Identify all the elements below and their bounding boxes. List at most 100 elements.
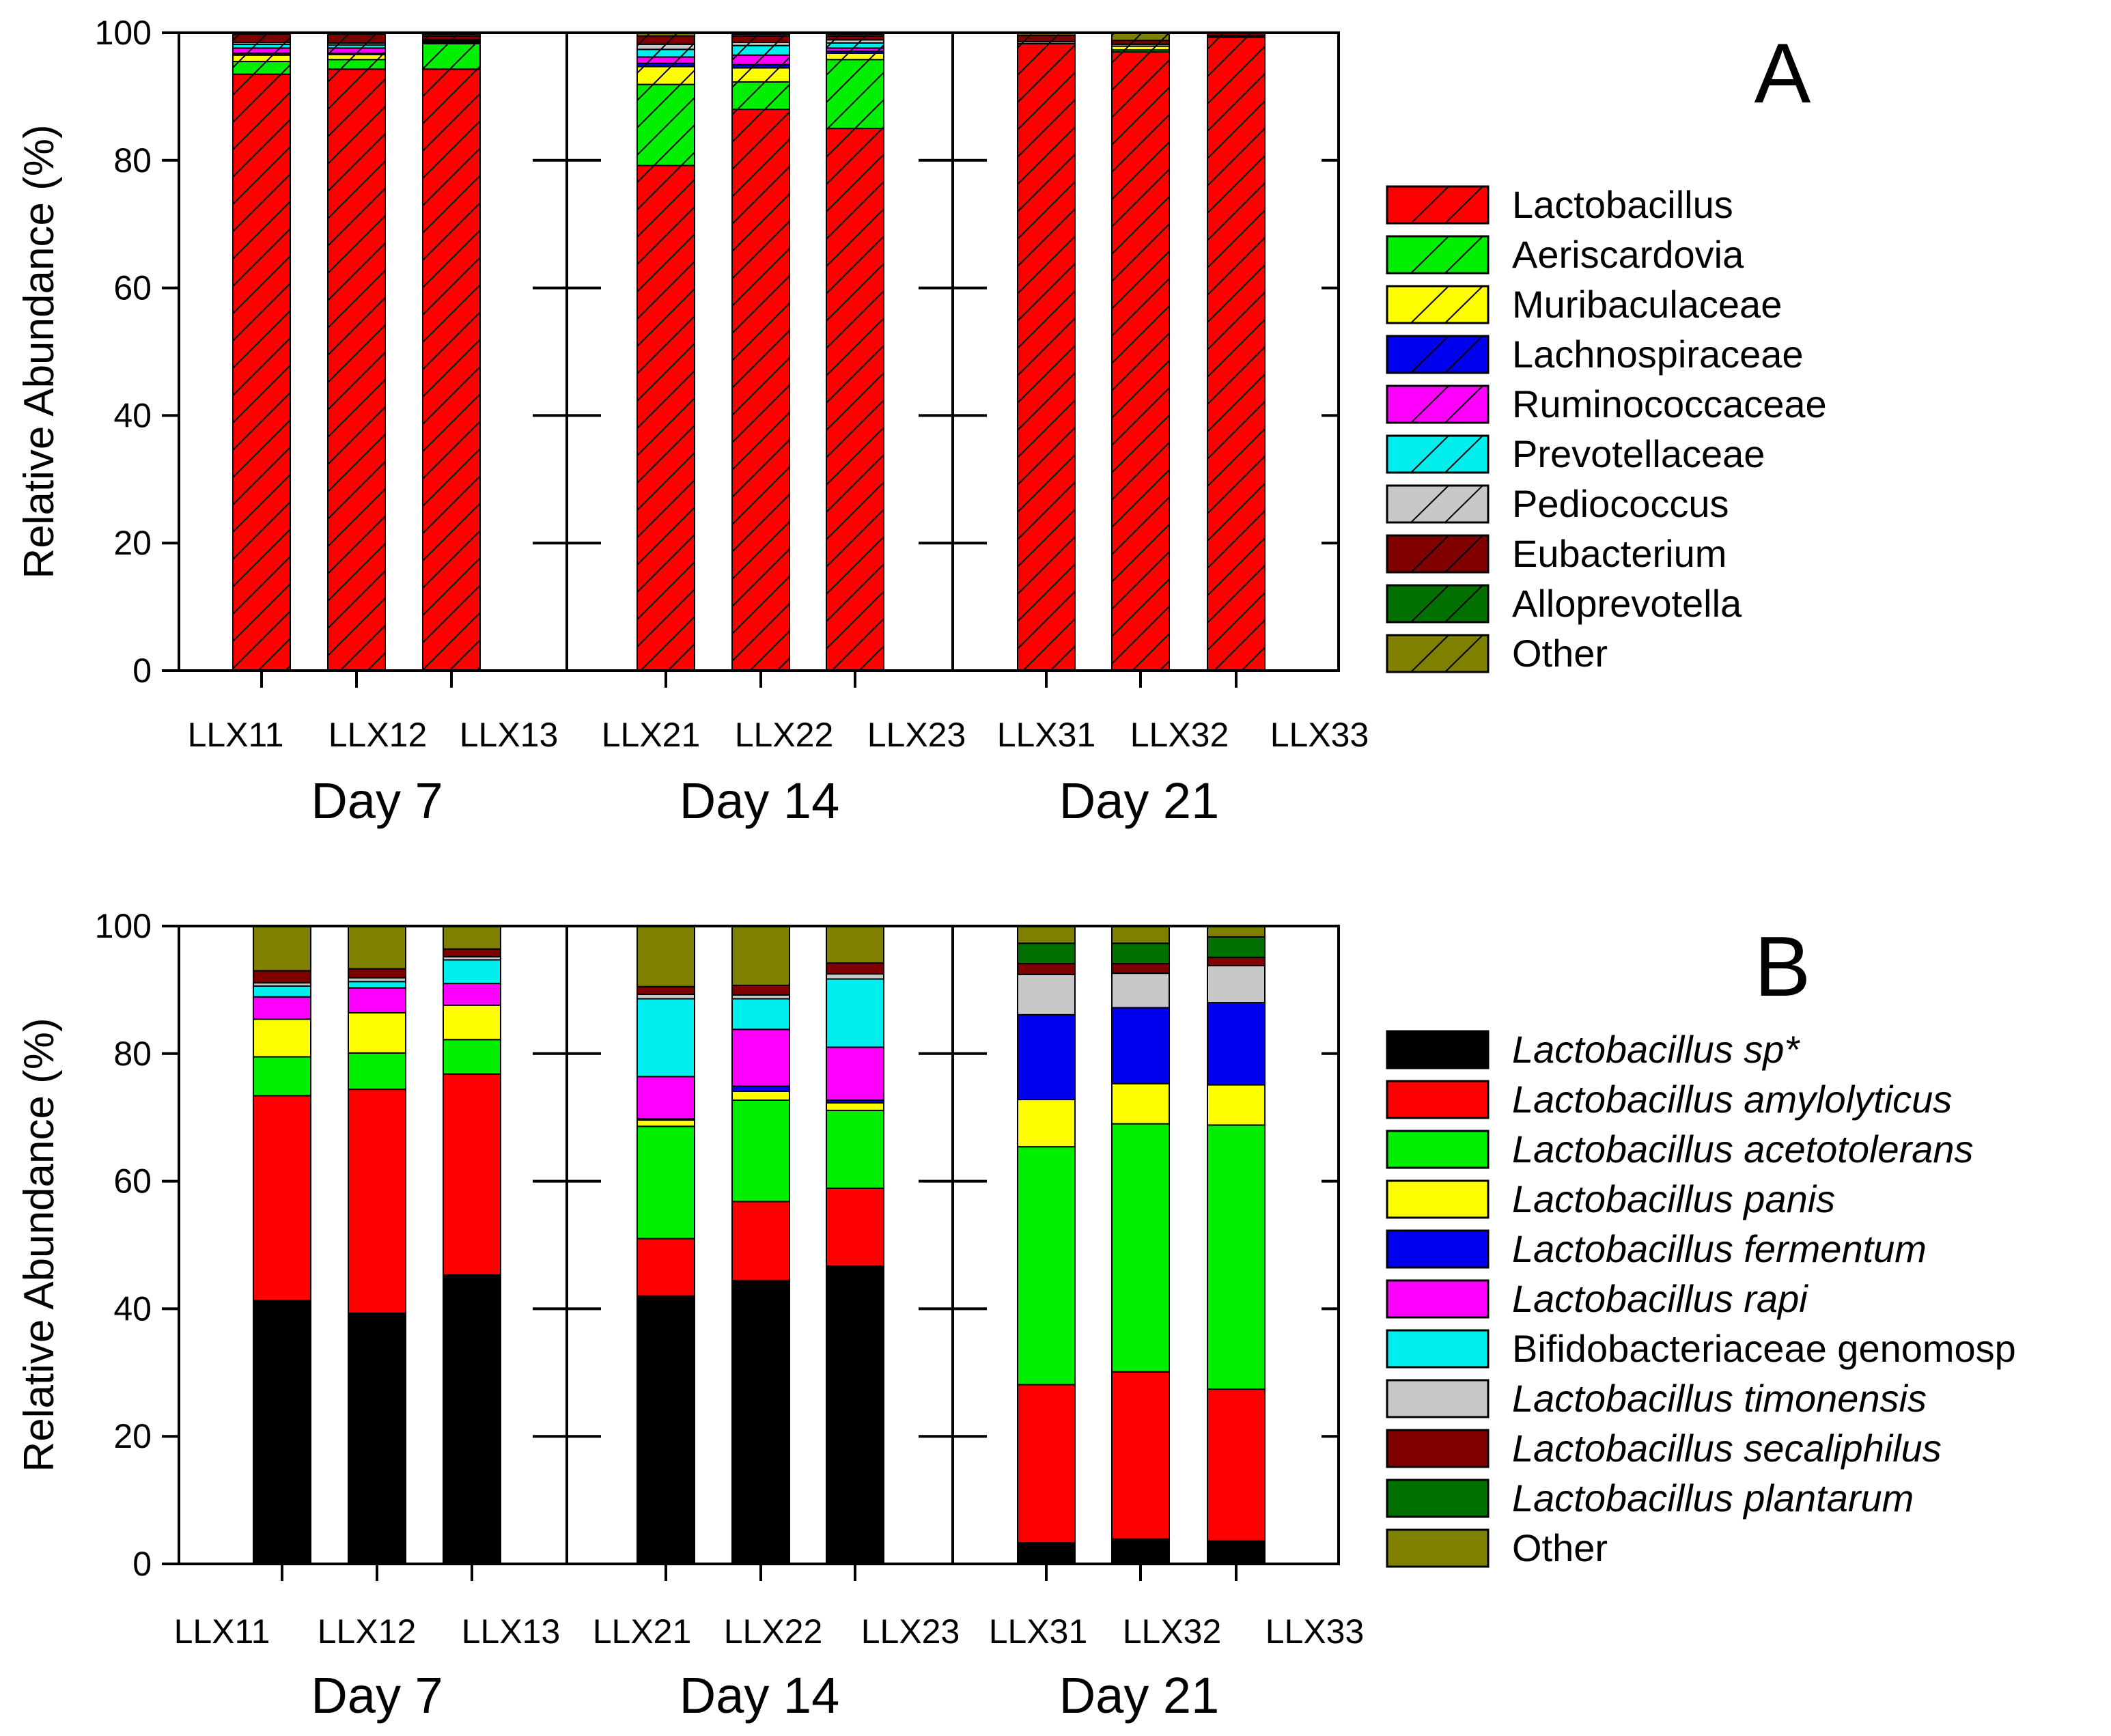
panel-a: 0 20 40 60 80 100 Relative Abundance (%) LLX11 L… bbox=[16, 14, 1827, 829]
bar-segment-hatch bbox=[637, 84, 695, 166]
bar-segment-hatch bbox=[233, 44, 290, 48]
bar-segment bbox=[443, 959, 501, 985]
legend-swatch bbox=[1386, 484, 1490, 524]
bar-segment-hatch bbox=[423, 43, 480, 70]
bar-segment-hatch bbox=[423, 33, 480, 36]
sample-label: LLX22 bbox=[735, 716, 834, 754]
bar-segment bbox=[731, 984, 790, 996]
bar-segment bbox=[1017, 1099, 1076, 1148]
bar-segment bbox=[443, 925, 501, 950]
bar-segment bbox=[348, 968, 406, 979]
sample-label: LLX31 bbox=[997, 716, 1096, 754]
panel-letter: B bbox=[1754, 920, 1811, 1014]
bar-segment-hatch bbox=[637, 49, 695, 57]
legend-swatch-hatch bbox=[1410, 186, 1449, 224]
bar-segment bbox=[348, 925, 406, 970]
bar-segment-hatch bbox=[328, 44, 385, 48]
bar-segment-hatch bbox=[233, 74, 290, 671]
sample-label: LLX31 bbox=[989, 1612, 1088, 1651]
sample-label: LLX12 bbox=[318, 1612, 417, 1651]
group-label: Day 14 bbox=[680, 772, 839, 829]
legend-label: Lactobacillus secaliphilus bbox=[1512, 1427, 1942, 1470]
bar-segment-hatch bbox=[826, 59, 884, 129]
bar-segment bbox=[1111, 1007, 1170, 1084]
legend-label: Lactobacillus bbox=[1512, 183, 1733, 226]
legend-swatch-hatch bbox=[1444, 634, 1483, 673]
bar-segment bbox=[1207, 964, 1266, 1004]
legend-swatch-hatch bbox=[1444, 186, 1483, 224]
y-tick-label: 100 bbox=[95, 907, 152, 945]
bar-segment bbox=[1017, 1384, 1076, 1544]
bar-segment bbox=[1017, 1542, 1076, 1565]
legend-swatch bbox=[1386, 1479, 1490, 1518]
legend-label: Lactobacillus amylolyticus bbox=[1512, 1078, 1952, 1121]
bar-segment bbox=[826, 962, 884, 975]
legend-label: Bifidobacteriaceae genomosp bbox=[1512, 1327, 2016, 1370]
bar-segment bbox=[443, 1004, 501, 1041]
sample-label: LLX11 bbox=[174, 1612, 270, 1651]
bar-segment bbox=[443, 1274, 501, 1565]
bar-segment bbox=[826, 1102, 884, 1111]
bar-segment-hatch bbox=[233, 61, 290, 74]
bar-segment bbox=[1207, 936, 1266, 958]
bar-segment bbox=[1207, 1002, 1266, 1086]
bar-segment-hatch bbox=[328, 42, 385, 45]
bar-segment bbox=[1111, 1538, 1170, 1565]
legend-swatch bbox=[1386, 1130, 1490, 1169]
bar-segment bbox=[731, 1099, 790, 1203]
bar-segment-hatch bbox=[423, 69, 480, 671]
legend-label: Muribaculaceae bbox=[1512, 283, 1782, 326]
legend-swatch-hatch bbox=[1410, 285, 1449, 324]
bar-segment-hatch bbox=[826, 128, 884, 671]
legend-label: Alloprevotella bbox=[1512, 582, 1742, 625]
plot-frame bbox=[178, 925, 1340, 1565]
legend-label: Lachnospiraceae bbox=[1512, 333, 1804, 376]
legend-label: Eubacterium bbox=[1512, 532, 1726, 575]
bar-segment bbox=[443, 1039, 501, 1075]
y-tick-label: 0 bbox=[132, 652, 152, 690]
bar-segment-hatch bbox=[826, 42, 884, 48]
bar-segment bbox=[348, 1052, 406, 1091]
sample-label: LLX23 bbox=[867, 716, 966, 754]
bar-segment bbox=[1207, 956, 1266, 966]
bar-segment bbox=[1111, 1123, 1170, 1373]
bar-segment bbox=[826, 925, 884, 964]
bar-segment-hatch bbox=[328, 33, 385, 43]
bar-segment bbox=[1111, 963, 1170, 975]
bar-segment bbox=[1111, 942, 1170, 965]
bar-segment bbox=[1111, 925, 1170, 944]
bar-segment bbox=[348, 987, 406, 1014]
bar-segment-hatch bbox=[826, 40, 884, 43]
legend-swatch bbox=[1386, 384, 1490, 424]
legend-swatch bbox=[1386, 1429, 1490, 1468]
bar-segment bbox=[253, 996, 311, 1020]
bar-segment bbox=[826, 1265, 884, 1565]
y-tick-label: 60 bbox=[113, 1162, 152, 1201]
bar-segment-hatch bbox=[423, 36, 480, 40]
bar-segment bbox=[348, 1089, 406, 1314]
legend-swatch-hatch bbox=[1410, 535, 1449, 573]
bar-segment-hatch bbox=[826, 48, 884, 52]
bar-segment bbox=[443, 948, 501, 957]
legend-swatch bbox=[1386, 1179, 1490, 1219]
bar-segment-hatch bbox=[1112, 46, 1169, 51]
bar-segment-hatch bbox=[732, 42, 789, 46]
bar-segment-hatch bbox=[732, 68, 789, 82]
sample-label: LLX13 bbox=[462, 1612, 561, 1651]
bar-segment bbox=[637, 985, 695, 995]
legend-label: Prevotellaceae bbox=[1512, 432, 1765, 475]
legend-swatch bbox=[1386, 185, 1490, 225]
bar-segment bbox=[1207, 1124, 1266, 1390]
legend-swatch bbox=[1386, 1329, 1490, 1369]
bar-segment-hatch bbox=[732, 81, 789, 110]
bar-segment-hatch bbox=[826, 53, 884, 60]
bar-segment-hatch bbox=[1018, 42, 1075, 44]
bar-segment-hatch bbox=[826, 33, 884, 36]
legend-label: Lactobacillus fermentum bbox=[1512, 1227, 1927, 1270]
bar-segment-hatch bbox=[732, 33, 789, 36]
legend-label: Lactobacillus timonensis bbox=[1512, 1377, 1927, 1420]
bar-segment-hatch bbox=[1112, 52, 1169, 671]
legend-swatch bbox=[1386, 1379, 1490, 1418]
bar-segment bbox=[1017, 963, 1076, 975]
group-label: Day 7 bbox=[311, 772, 443, 829]
